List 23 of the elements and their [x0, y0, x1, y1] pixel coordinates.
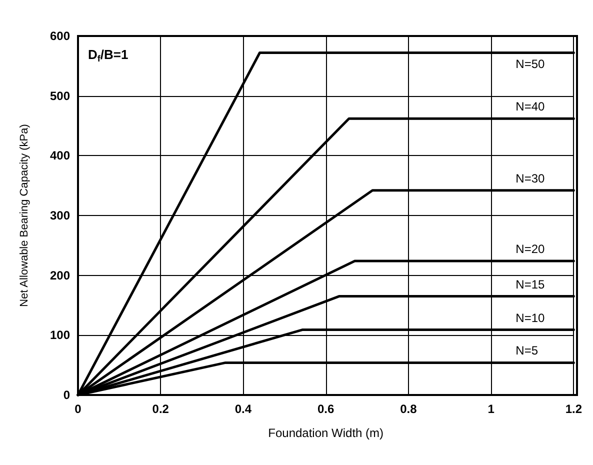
series-label: N=5: [516, 344, 538, 358]
y-tick-label: 300: [50, 208, 70, 222]
x-tick-label: 0.2: [152, 402, 170, 416]
y-axis-title: Net Allowable Bearing Capacity (kPa): [18, 124, 30, 307]
y-tick-label: 0: [63, 388, 70, 402]
y-tick-label: 200: [50, 268, 70, 282]
x-tick-label: 0.8: [400, 402, 418, 416]
y-tick-label: 100: [50, 328, 70, 342]
x-tick-label: 0: [74, 402, 82, 416]
x-tick-label: 0.6: [317, 402, 334, 416]
y-tick-label: 400: [50, 148, 70, 163]
x-axis-title: Foundation Width (m): [268, 426, 384, 440]
y-tick-label: 500: [50, 88, 70, 103]
series-label: N=30: [516, 171, 546, 186]
series-label: N=15: [516, 277, 546, 292]
series-label: N=40: [516, 100, 546, 114]
series-label: N=50: [516, 56, 546, 71]
y-tick-label: 600: [50, 29, 70, 43]
series-label: N=20: [516, 242, 546, 256]
x-tick-label: 1.2: [565, 402, 582, 416]
series-label: N=10: [516, 310, 546, 325]
x-tick-label: 0.4: [234, 402, 252, 416]
x-tick-label: 1: [488, 402, 495, 416]
